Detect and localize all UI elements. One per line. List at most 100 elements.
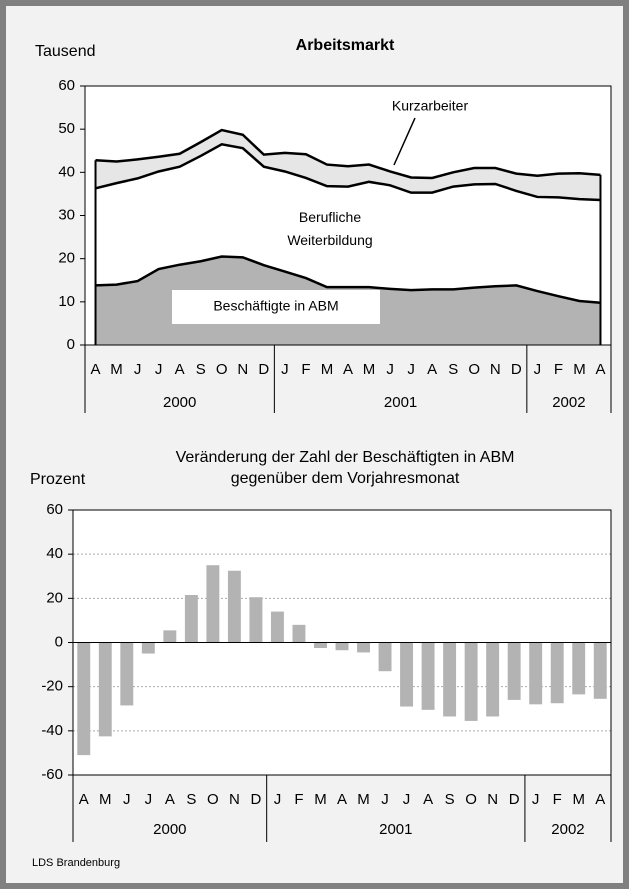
x-tick-label: N — [229, 791, 240, 808]
x-tick-label: F — [554, 361, 563, 378]
x-tick-label: M — [99, 791, 112, 808]
bar — [486, 642, 500, 717]
plot-border — [84, 85, 612, 346]
bar — [77, 642, 91, 756]
bar — [529, 642, 543, 705]
y-tick-label: 10 — [58, 293, 75, 310]
x-tick-label: O — [207, 791, 219, 808]
x-tick-label: J — [134, 361, 142, 378]
y-tick-label: 40 — [58, 163, 75, 180]
bar — [163, 630, 177, 643]
x-tick-label: D — [509, 791, 520, 808]
x-tick-label: F — [294, 791, 303, 808]
x-tick-label: A — [427, 361, 437, 378]
x-tick-label: A — [79, 791, 89, 808]
x-tick-label: J — [381, 791, 389, 808]
x-tick-label: J — [145, 791, 153, 808]
bar — [443, 642, 457, 717]
x-tick-label: O — [216, 361, 228, 378]
y-tick-label: 40 — [46, 545, 63, 562]
year-label: 2001 — [379, 821, 412, 838]
x-tick-label: M — [573, 361, 586, 378]
footer: LDS Brandenburg — [32, 857, 120, 869]
x-tick-label: O — [465, 791, 477, 808]
year-label: 2002 — [552, 394, 585, 411]
bar — [593, 642, 607, 699]
area-line — [95, 142, 601, 202]
y-tick-label: -60 — [41, 766, 63, 783]
x-tick-label: M — [314, 791, 327, 808]
bar — [292, 624, 306, 643]
label-box — [172, 290, 380, 324]
bar — [227, 570, 241, 643]
x-tick-label: D — [258, 361, 269, 378]
x-tick-label: D — [511, 361, 522, 378]
x-tick-label: A — [175, 361, 185, 378]
y-tick-label: 0 — [55, 633, 63, 650]
x-tick-label: J — [281, 361, 289, 378]
area — [95, 144, 601, 303]
y-tick-label: 20 — [58, 250, 75, 267]
year-label: 2002 — [551, 821, 584, 838]
x-tick-label: M — [357, 791, 370, 808]
x-tick-label: A — [165, 791, 175, 808]
series-label: Kurzarbeiter — [392, 98, 469, 114]
chart-title: Veränderung der Zahl der Beschäftigten i… — [176, 449, 515, 466]
year-label: 2001 — [384, 394, 417, 411]
chart-subtitle: gegenüber dem Vorjahresmonat — [231, 470, 460, 487]
y-tick-label: 0 — [67, 336, 75, 353]
x-tick-label: M — [110, 361, 123, 378]
y-tick-label: 50 — [58, 120, 75, 137]
series-label: Berufliche Weiterbildung — [287, 209, 372, 248]
y-tick-label: 60 — [58, 77, 75, 94]
x-tick-label: A — [91, 361, 101, 378]
y-tick-label: -20 — [41, 678, 63, 695]
bar — [421, 642, 435, 710]
y-axis-label: Prozent — [30, 471, 86, 488]
area-line — [95, 255, 601, 304]
bar — [400, 642, 414, 707]
y-axis-label: Tausend — [35, 43, 96, 60]
x-tick-label: J — [123, 791, 131, 808]
x-tick-label: S — [445, 791, 455, 808]
x-tick-label: D — [250, 791, 261, 808]
x-tick-label: M — [321, 361, 334, 378]
x-tick-label: J — [407, 361, 415, 378]
bar — [120, 642, 134, 706]
x-tick-label: F — [553, 791, 562, 808]
x-tick-label: A — [595, 791, 605, 808]
x-tick-label: M — [572, 791, 585, 808]
x-tick-label: J — [532, 791, 540, 808]
x-tick-label: S — [196, 361, 206, 378]
y-tick-label: 60 — [46, 501, 63, 518]
bar — [184, 595, 198, 643]
bar — [357, 642, 370, 653]
x-tick-label: J — [155, 361, 163, 378]
x-tick-label: A — [423, 791, 433, 808]
y-tick-label: 30 — [58, 206, 75, 223]
bar — [314, 642, 327, 649]
x-tick-label: F — [301, 361, 310, 378]
chart-title: Arbeitsmarkt — [296, 37, 395, 54]
x-tick-label: J — [403, 791, 411, 808]
x-tick-label: J — [534, 361, 542, 378]
bar — [550, 642, 564, 704]
y-tick-label: 20 — [46, 589, 63, 606]
leader-line — [393, 117, 416, 166]
x-tick-label: S — [186, 791, 196, 808]
x-tick-label: J — [386, 361, 394, 378]
y-tick-label: -40 — [41, 722, 63, 739]
x-tick-label: O — [468, 361, 480, 378]
bar — [249, 597, 263, 643]
bar — [206, 565, 220, 643]
x-tick-label: N — [490, 361, 501, 378]
year-label: 2000 — [163, 394, 196, 411]
x-tick-label: S — [448, 361, 458, 378]
bar — [572, 642, 586, 695]
x-tick-label: A — [337, 791, 347, 808]
bar — [335, 642, 349, 651]
series-label: Beschäftigte in ABM — [213, 298, 338, 314]
x-tick-label: A — [343, 361, 353, 378]
x-tick-label: A — [595, 361, 605, 378]
